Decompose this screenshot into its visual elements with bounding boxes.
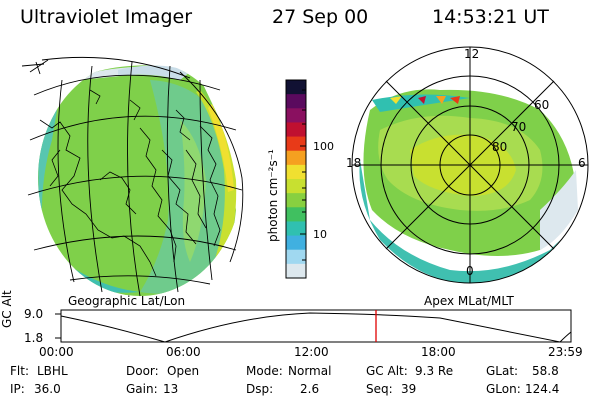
- colorbar-tick-10: 10: [313, 228, 327, 241]
- color-scale-bar: [285, 79, 307, 279]
- mode-label: Mode:: [246, 364, 283, 378]
- ip-value: 36.0: [34, 382, 61, 396]
- colorbar-segment: [286, 164, 306, 180]
- mode-value: Normal: [288, 364, 332, 378]
- time-tick: 00:00: [39, 345, 74, 359]
- glat-value: 58.8: [532, 364, 559, 378]
- colorbar-segment: [286, 108, 306, 124]
- glat-label: GLat:: [486, 364, 519, 378]
- altitude-tick-min: 1.8: [24, 331, 44, 345]
- colorbar-segment: [286, 193, 306, 208]
- geographic-image: [21, 56, 244, 297]
- polar-image: [351, 46, 589, 284]
- mlat-label-70: 70: [511, 120, 527, 134]
- mlt-label-12: 12: [464, 47, 480, 61]
- colorbar-segment: [286, 80, 306, 95]
- mlt-label-6: 6: [578, 156, 586, 170]
- colorbar-segment: [286, 179, 306, 194]
- dsp-value: 2.6: [300, 382, 320, 396]
- geographic-caption: Geographic Lat/Lon: [68, 294, 186, 308]
- glon-value: 124.4: [525, 382, 560, 396]
- colorbar-segment: [286, 235, 306, 251]
- seq-value: 39: [401, 382, 417, 396]
- glon-label: GLon:: [486, 382, 521, 396]
- dsp-label: Dsp:: [246, 382, 274, 396]
- colorbar-segment: [286, 136, 306, 152]
- gc-alt-value: 9.3 Re: [415, 364, 454, 378]
- instrument-title: Ultraviolet Imager: [20, 6, 193, 28]
- door-value: Open: [167, 364, 200, 378]
- time-tick: 06:00: [166, 345, 201, 359]
- gain-label: Gain:: [126, 382, 158, 396]
- colorbar-segment: [286, 122, 306, 138]
- door-label: Door:: [126, 364, 159, 378]
- colorbar-unit-label: photon cm⁻²s⁻¹: [266, 149, 280, 242]
- colorbar-segment: [286, 207, 306, 223]
- gc-alt-label: GC Alt:: [366, 364, 408, 378]
- colorbar-segment: [286, 263, 306, 279]
- polar-caption: Apex MLat/MLT: [424, 294, 514, 308]
- gain-value: 13: [163, 382, 179, 396]
- colorbar-segment: [286, 249, 306, 265]
- seq-label: Seq:: [366, 382, 393, 396]
- mlt-label-18: 18: [346, 156, 362, 170]
- time-tick: 18:00: [421, 345, 456, 359]
- altitude-axis-title: GC Alt: [0, 290, 14, 328]
- altitude-plot: [55, 309, 572, 343]
- mlat-label-80: 80: [492, 140, 508, 154]
- colorbar-segment: [286, 221, 306, 237]
- time-tick: 23:59: [548, 345, 583, 359]
- colorbar-segment: [286, 150, 306, 166]
- mlt-label-0: 0: [466, 264, 474, 278]
- colorbar-segment: [286, 94, 306, 109]
- time-tick: 12:00: [294, 345, 329, 359]
- mlat-label-60: 60: [534, 98, 550, 112]
- filter-label: Flt:: [10, 364, 29, 378]
- ip-label: IP:: [10, 382, 25, 396]
- time-label: 14:53:21 UT: [432, 6, 549, 28]
- date-label: 27 Sep 00: [272, 6, 369, 28]
- colorbar-tick-100: 100: [313, 140, 334, 153]
- altitude-tick-max: 9.0: [24, 307, 44, 321]
- filter-value: LBHL: [37, 364, 68, 378]
